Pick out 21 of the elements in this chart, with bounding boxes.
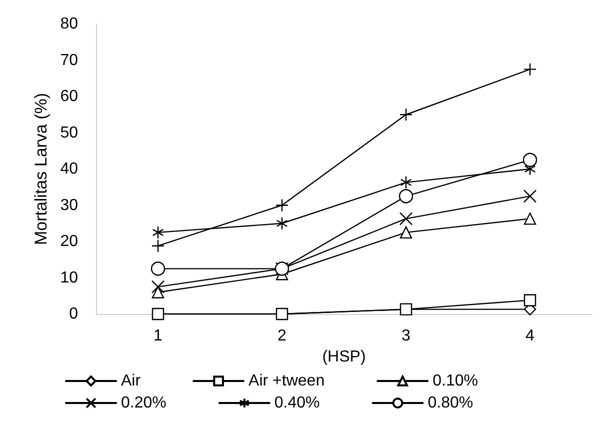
x-tick-label: 4 xyxy=(526,328,535,344)
x-tick-label: 3 xyxy=(402,328,411,344)
y-tick-label: 0 xyxy=(69,306,78,322)
y-axis-title: Mortalitas Larva (%) xyxy=(31,92,50,246)
y-tick-label: 20 xyxy=(60,233,78,250)
x-axis-title: (HSP) xyxy=(322,348,366,366)
y-tick-label: 50 xyxy=(60,124,78,142)
legend-label: 0.10% xyxy=(432,372,478,390)
y-tick-label: 70 xyxy=(60,52,78,69)
y-tick-label: 80 xyxy=(60,16,78,32)
x-tick-label: 1 xyxy=(154,328,163,344)
y-tick-label: 60 xyxy=(60,88,78,105)
y-tick-label: 40 xyxy=(60,160,78,178)
legend-label: 0.40% xyxy=(274,394,320,412)
legend-label: 0.20% xyxy=(121,394,166,412)
y-tick-label: 30 xyxy=(60,196,78,214)
legend-label: Air xyxy=(121,372,142,390)
y-tick-label: 10 xyxy=(60,269,78,286)
x-tick-label: 2 xyxy=(278,328,287,344)
legend-label: Air +tween xyxy=(248,372,325,390)
legend-label: 0.80% xyxy=(428,394,474,412)
